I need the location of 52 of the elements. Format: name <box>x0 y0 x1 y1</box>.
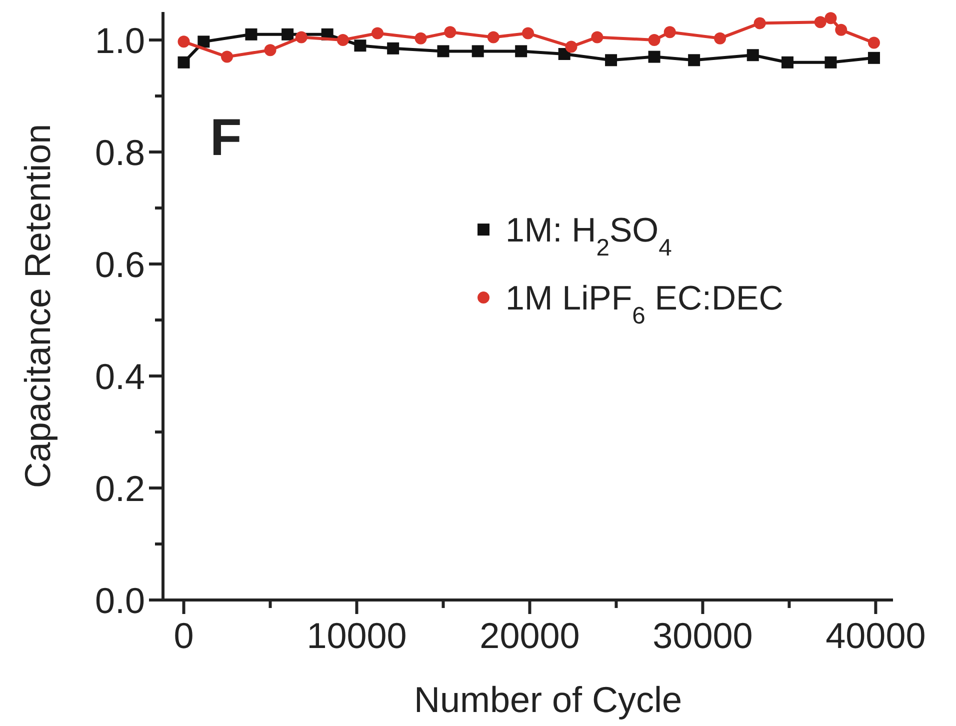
point <box>282 28 294 40</box>
point <box>565 40 578 53</box>
point <box>372 27 384 40</box>
y-tick-label: 0.4 <box>94 356 145 397</box>
x-tick-label: 40000 <box>826 615 926 656</box>
x-tick-label: 20000 <box>480 615 580 656</box>
point <box>437 45 450 58</box>
point <box>814 16 826 28</box>
y-axis-title: Capacitance Retention <box>17 124 58 488</box>
point <box>835 24 848 36</box>
point <box>868 52 880 64</box>
point <box>605 54 618 66</box>
y-tick-label: 0.2 <box>94 468 145 509</box>
point <box>178 56 190 68</box>
point <box>824 12 837 24</box>
point <box>387 42 400 54</box>
x-tick-label: 0 <box>174 615 194 656</box>
point <box>354 40 366 52</box>
point <box>648 34 660 46</box>
point <box>472 45 484 58</box>
point <box>522 27 534 40</box>
point <box>781 56 794 68</box>
y-tick-label: 0.8 <box>94 132 145 173</box>
point <box>295 31 308 44</box>
y-tick-label: 1.0 <box>94 20 145 61</box>
point <box>868 36 880 49</box>
point <box>198 36 210 48</box>
y-tick-label: 0.0 <box>94 580 145 621</box>
point <box>591 31 604 44</box>
legend-label: 1M: H$_{2}$SO$_{4}$ <box>506 212 672 262</box>
point <box>754 17 766 30</box>
legend-label: 1M LiPF$_{6}$ EC:DEC <box>506 280 784 330</box>
y-tick-label: 0.6 <box>94 244 145 285</box>
point <box>746 49 759 62</box>
point <box>664 26 676 38</box>
point <box>221 50 234 63</box>
point <box>824 56 837 68</box>
point <box>487 31 500 44</box>
point <box>245 28 258 40</box>
x-axis-title: Number of Cycle <box>414 679 682 720</box>
point <box>414 32 427 44</box>
x-tick-label: 10000 <box>306 615 407 656</box>
point <box>714 32 726 44</box>
point <box>648 50 660 63</box>
annotation: F <box>210 109 242 167</box>
point <box>444 26 456 38</box>
point <box>178 36 190 48</box>
x-tick-label: 30000 <box>652 615 753 656</box>
point <box>515 45 528 58</box>
point <box>264 44 276 56</box>
point <box>688 54 700 66</box>
point <box>336 34 349 46</box>
